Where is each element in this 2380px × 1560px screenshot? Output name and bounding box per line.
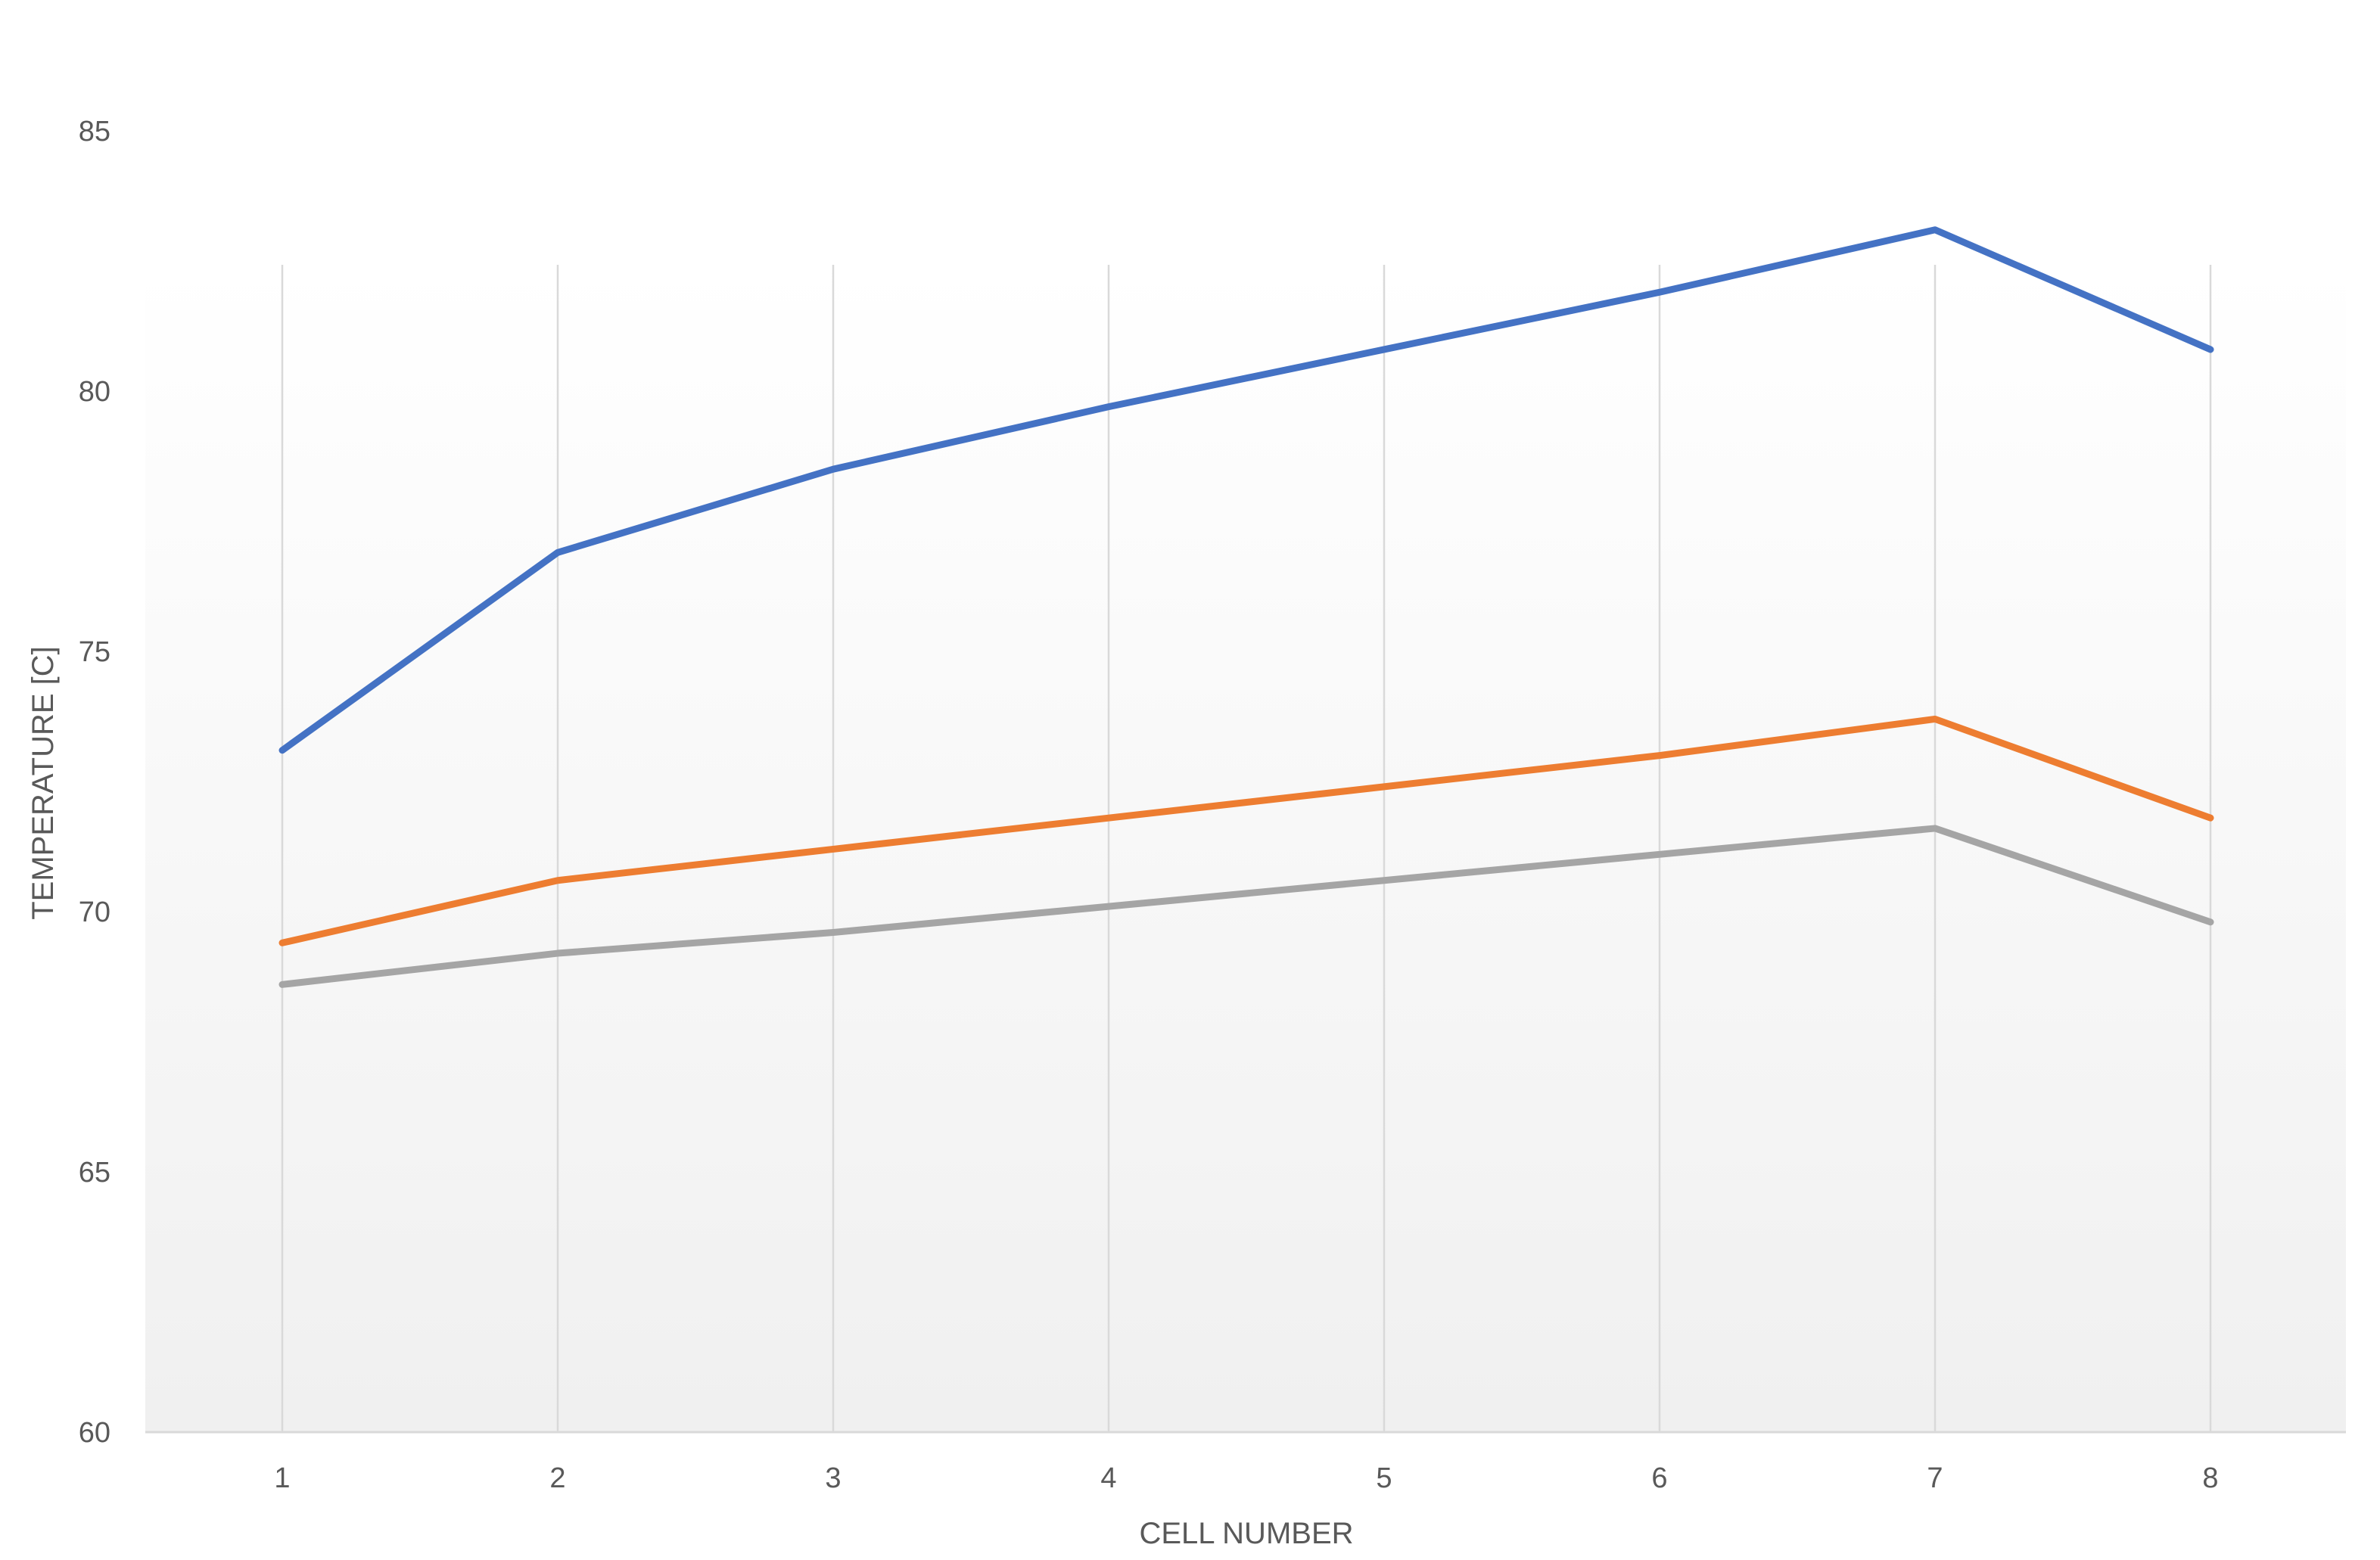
x-tick-label-6: 6 (1651, 1462, 1667, 1494)
x-tick-label-5: 5 (1376, 1462, 1392, 1494)
plot-area (145, 265, 2346, 1432)
y-tick-label-80: 80 (79, 376, 110, 408)
y-tick-label-85: 85 (79, 116, 110, 148)
x-tick-labels: 1 2 3 4 5 6 7 8 (274, 1462, 2218, 1494)
x-tick-label-4: 4 (1100, 1462, 1116, 1494)
series-line-2 (278, 715, 2214, 946)
x-tick-label-3: 3 (825, 1462, 841, 1494)
x-tick-label-2: 2 (549, 1462, 565, 1494)
x-tick-label-8: 8 (2202, 1462, 2218, 1494)
series-line-3 (278, 825, 2214, 988)
y-tick-label-75: 75 (79, 636, 110, 668)
x-tick-label-1: 1 (274, 1462, 290, 1494)
series-line-1 (278, 226, 2214, 754)
x-tick-label-7: 7 (1927, 1462, 1943, 1494)
y-tick-labels: 60 65 70 75 80 85 (79, 116, 110, 1449)
y-tick-label-60: 60 (79, 1417, 110, 1449)
series-lines (278, 226, 2214, 988)
y-tick-label-70: 70 (79, 897, 110, 928)
y-axis-title: TEMPERATURE [C] (26, 646, 60, 920)
y-tick-label-65: 65 (79, 1157, 110, 1189)
x-axis-title: CELL NUMBER (1139, 1517, 1353, 1550)
